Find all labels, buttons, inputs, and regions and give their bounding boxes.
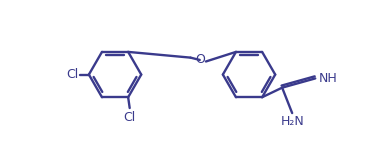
Text: Cl: Cl	[124, 111, 136, 124]
Text: NH: NH	[318, 72, 337, 85]
Text: Cl: Cl	[66, 68, 78, 81]
Text: O: O	[196, 53, 206, 66]
Text: H₂N: H₂N	[280, 115, 304, 128]
